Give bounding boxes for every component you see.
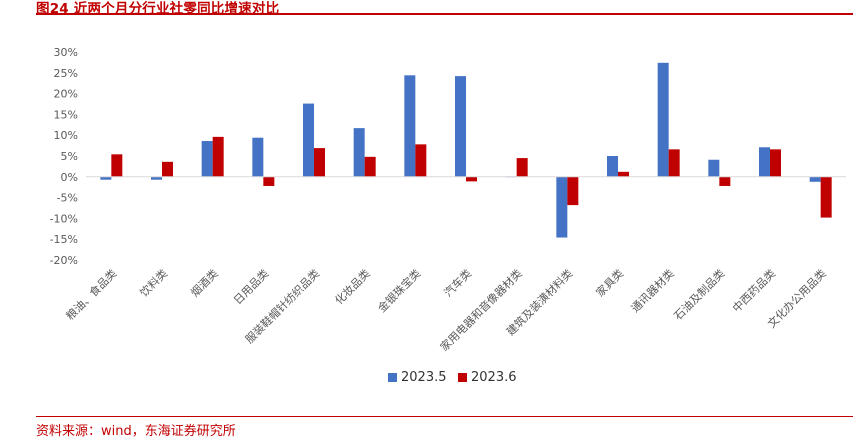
x-tick-label: 日用品类 (230, 266, 271, 307)
y-tick-label: 0% (61, 171, 78, 184)
y-tick-label: 30% (54, 46, 78, 59)
bar-series-2 (516, 158, 528, 177)
x-tick-label: 烟酒类 (188, 266, 221, 299)
x-tick-label: 金银珠宝类 (375, 266, 424, 315)
x-tick-label: 化妆品类 (332, 266, 373, 307)
bar-series-1 (455, 76, 466, 177)
source-note: 资料来源：wind，东海证券研究所 (36, 424, 236, 439)
bar-series-2 (415, 144, 427, 177)
bar-series-1 (303, 103, 314, 177)
y-tick-label: -20% (50, 254, 78, 267)
bar-series-2 (820, 176, 832, 218)
bar-series-1 (201, 141, 213, 177)
bar-series-1 (708, 159, 720, 177)
bar-series-2 (567, 176, 579, 206)
x-tick-label: 饮料类 (137, 266, 170, 299)
bar-series-2 (162, 161, 173, 177)
x-tick-label: 家具类 (593, 266, 626, 299)
y-tick-label: 20% (54, 88, 78, 101)
bar-series-1 (151, 176, 162, 180)
y-tick-label: -10% (50, 212, 78, 225)
title-rule (36, 13, 853, 15)
bar-series-2 (770, 149, 781, 177)
y-tick-label: 25% (54, 67, 78, 80)
bar-series-1 (759, 147, 770, 177)
legend-item-series-2: 2023.6 (458, 370, 517, 385)
y-tick-label: -15% (50, 233, 78, 246)
bar-series-2 (212, 136, 224, 177)
bar-series-2 (263, 176, 275, 186)
bar-series-1 (556, 176, 568, 238)
bar-series-1 (252, 137, 264, 177)
bar-series-1 (657, 62, 669, 177)
bar-series-1 (404, 75, 416, 177)
x-tick-label: 中西药品类 (729, 266, 778, 315)
y-tick-label: 10% (54, 129, 78, 142)
bar-series-1 (100, 176, 112, 180)
bar-series-2 (314, 148, 325, 177)
bar-series-2 (111, 154, 123, 177)
y-tick-label: 15% (54, 108, 78, 121)
x-tick-label: 粮油、食品类 (63, 266, 120, 323)
legend-item-series-1: 2023.5 (388, 370, 447, 385)
y-tick-label: 5% (61, 150, 78, 163)
x-tick-label: 石油及制品类 (671, 266, 728, 323)
bar-series-1 (607, 156, 618, 177)
bar-series-1 (353, 128, 365, 177)
bar-series-2 (466, 176, 477, 182)
y-tick-label: -5% (57, 192, 78, 205)
legend-swatch-series-1 (388, 373, 397, 382)
bar-series-2 (719, 176, 731, 186)
legend-label-series-1: 2023.5 (401, 370, 447, 385)
x-tick-label: 家用电器和音像器材类 (437, 266, 525, 354)
bar-series-2 (618, 171, 629, 177)
legend-label-series-2: 2023.6 (471, 370, 517, 385)
bar-series-1 (809, 176, 821, 182)
x-tick-label: 通讯器材类 (628, 266, 677, 315)
legend-swatch-series-2 (458, 373, 467, 382)
bar-series-2 (364, 156, 376, 177)
x-tick-label: 汽车类 (441, 266, 474, 299)
bar-series-2 (668, 149, 680, 177)
source-rule (36, 416, 853, 417)
